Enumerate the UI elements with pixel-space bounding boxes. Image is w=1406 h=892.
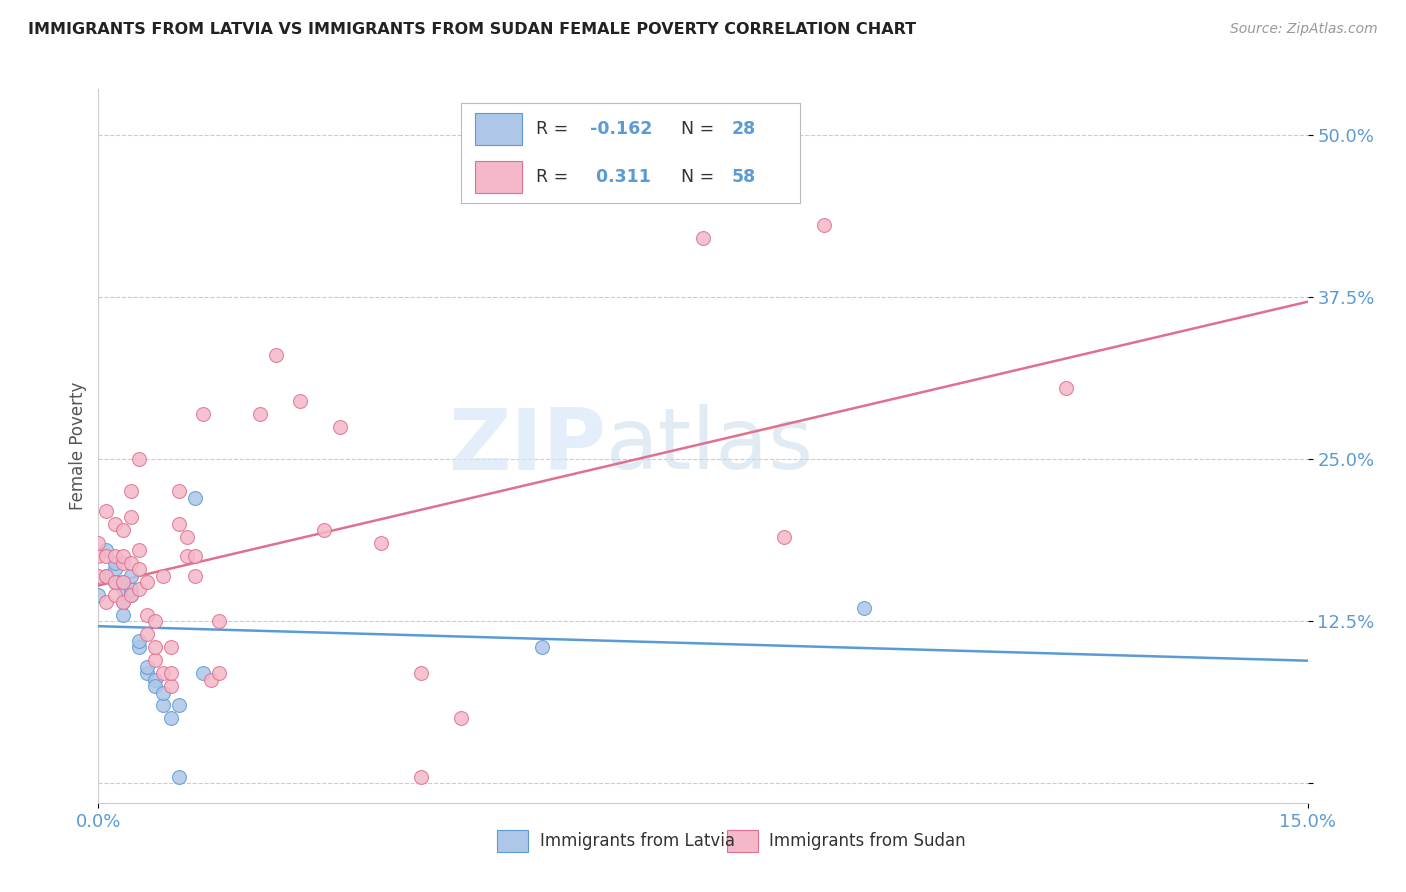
Point [135, 659, 157, 673]
Point [111, 595, 134, 609]
Point [160, 666, 183, 681]
Point [143, 640, 166, 654]
Point [103, 516, 125, 531]
Point [152, 568, 174, 582]
Point [184, 568, 207, 582]
Point [128, 542, 150, 557]
Point [409, 666, 432, 681]
Point [96, 549, 118, 564]
Point [120, 568, 142, 582]
Point [128, 452, 150, 467]
Point [103, 562, 125, 576]
Point [184, 491, 207, 505]
Point [120, 588, 142, 602]
Point [329, 419, 352, 434]
Point [87, 568, 110, 582]
Text: IMMIGRANTS FROM LATVIA VS IMMIGRANTS FROM SUDAN FEMALE POVERTY CORRELATION CHART: IMMIGRANTS FROM LATVIA VS IMMIGRANTS FRO… [28, 22, 917, 37]
Point [152, 666, 174, 681]
Point [288, 393, 311, 408]
Point [96, 542, 118, 557]
Text: atlas: atlas [606, 404, 814, 488]
Point [135, 607, 157, 622]
Point [167, 698, 190, 713]
Point [111, 575, 134, 590]
Point [96, 595, 118, 609]
Point [160, 711, 183, 725]
Point [96, 504, 118, 518]
Point [128, 582, 150, 596]
Point [87, 536, 110, 550]
Point [120, 582, 142, 596]
Point [135, 575, 157, 590]
Point [176, 530, 198, 544]
Point [111, 575, 134, 590]
Point [176, 549, 198, 564]
Point [111, 582, 134, 596]
Point [135, 666, 157, 681]
Point [111, 524, 134, 538]
Point [111, 549, 134, 564]
Point [128, 633, 150, 648]
Point [370, 536, 392, 550]
Point [103, 588, 125, 602]
Point [135, 627, 157, 641]
Point [143, 673, 166, 687]
Point [111, 595, 134, 609]
Point [692, 231, 714, 245]
Point [193, 407, 215, 421]
Point [813, 219, 835, 233]
Point [143, 679, 166, 693]
Point [152, 698, 174, 713]
Point [103, 575, 125, 590]
Point [160, 679, 183, 693]
Point [128, 640, 150, 654]
Point [249, 407, 271, 421]
Point [87, 588, 110, 602]
Point [120, 556, 142, 570]
Point [1054, 381, 1077, 395]
Point [87, 549, 110, 564]
Point [143, 614, 166, 628]
Point [167, 770, 190, 784]
Point [184, 549, 207, 564]
Point [128, 562, 150, 576]
Point [200, 673, 222, 687]
Point [772, 530, 794, 544]
Text: ZIP: ZIP [449, 404, 606, 488]
Point [103, 575, 125, 590]
Point [193, 666, 215, 681]
Point [167, 516, 190, 531]
Text: Source: ZipAtlas.com: Source: ZipAtlas.com [1230, 22, 1378, 37]
Point [103, 556, 125, 570]
Point [530, 640, 553, 654]
Point [409, 770, 432, 784]
Point [167, 484, 190, 499]
Point [111, 607, 134, 622]
Point [160, 640, 183, 654]
Point [96, 568, 118, 582]
Y-axis label: Female Poverty: Female Poverty [69, 382, 87, 510]
Point [264, 348, 287, 362]
Text: Immigrants from Latvia: Immigrants from Latvia [540, 831, 734, 850]
Point [208, 614, 231, 628]
Point [208, 666, 231, 681]
Point [103, 549, 125, 564]
Point [152, 685, 174, 699]
Point [96, 568, 118, 582]
Point [314, 524, 336, 538]
Point [120, 510, 142, 524]
Point [853, 601, 876, 615]
Point [450, 711, 472, 725]
Point [143, 653, 166, 667]
Text: Immigrants from Sudan: Immigrants from Sudan [769, 831, 966, 850]
Point [111, 556, 134, 570]
Point [120, 588, 142, 602]
Point [120, 484, 142, 499]
